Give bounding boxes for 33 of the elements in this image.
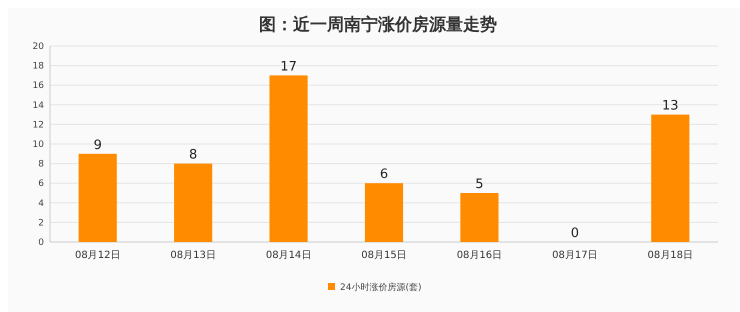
bar xyxy=(174,164,212,242)
legend-label: 24小时涨价房源(套) xyxy=(340,282,422,293)
bar xyxy=(460,193,499,242)
x-tick-label: 08月14日 xyxy=(266,250,312,261)
y-tick-label: 0 xyxy=(38,238,44,248)
x-tick-label: 08月16日 xyxy=(456,250,502,261)
y-tick-label: 8 xyxy=(38,160,44,170)
data-label: 17 xyxy=(280,59,297,74)
x-tick-label: 08月15日 xyxy=(361,250,407,261)
y-tick-label: 6 xyxy=(38,179,44,190)
x-tick-label: 08月12日 xyxy=(74,250,120,261)
bar xyxy=(269,75,308,242)
y-tick-label: 14 xyxy=(32,100,44,111)
bar xyxy=(364,183,404,242)
y-tick-label: 16 xyxy=(32,81,44,92)
y-tick-label: 12 xyxy=(32,120,44,130)
x-tick-label: 08月13日 xyxy=(170,250,216,261)
bar xyxy=(651,114,690,242)
chart-title: 图：近一周南宁涨价房源量走势 xyxy=(259,15,497,35)
data-label: 9 xyxy=(94,138,102,153)
data-label: 8 xyxy=(189,148,198,163)
data-label: 6 xyxy=(380,167,388,182)
y-tick-label: 20 xyxy=(32,42,44,52)
y-tick-label: 4 xyxy=(38,198,44,209)
bar xyxy=(78,154,117,242)
y-tick-label: 2 xyxy=(38,218,44,228)
data-label: 13 xyxy=(662,98,679,114)
y-tick-label: 18 xyxy=(32,62,44,72)
data-label: 0 xyxy=(570,226,579,241)
x-tick-label: 08月18日 xyxy=(648,250,694,261)
y-tick-label: 10 xyxy=(32,140,44,150)
data-label: 5 xyxy=(475,177,484,192)
x-tick-label: 08月17日 xyxy=(552,250,598,261)
